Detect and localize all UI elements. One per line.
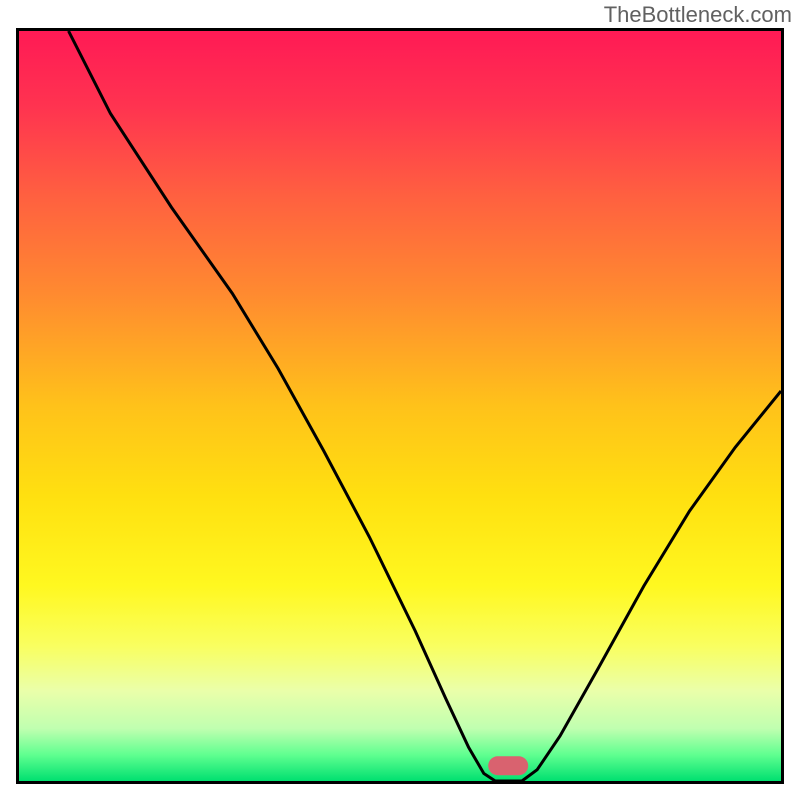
optimum-marker — [488, 756, 528, 775]
chart-curve — [19, 31, 781, 781]
chart-frame — [16, 28, 784, 784]
curve-path — [69, 31, 781, 781]
watermark-text: TheBottleneck.com — [604, 2, 792, 28]
